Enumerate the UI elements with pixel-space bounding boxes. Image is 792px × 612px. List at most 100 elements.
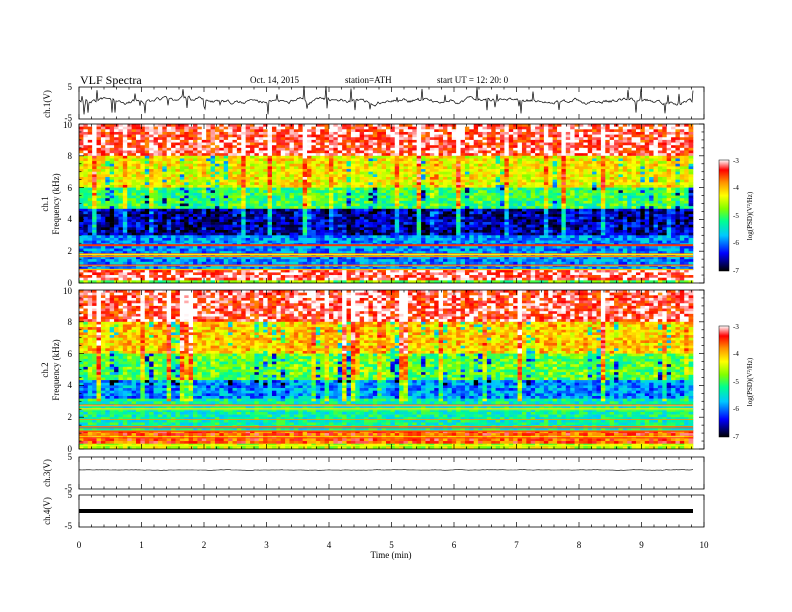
spectrogram-cell bbox=[403, 198, 409, 202]
spectrogram-cell bbox=[320, 129, 325, 133]
spectrogram-cell bbox=[258, 192, 264, 196]
spectrogram-cell bbox=[140, 275, 146, 278]
spectrogram-cell bbox=[280, 277, 286, 281]
spectrogram-cell bbox=[118, 192, 124, 196]
spectrogram-cell bbox=[114, 240, 119, 244]
spectrogram-cell bbox=[390, 190, 396, 194]
spectrogram-cell bbox=[232, 240, 238, 244]
spectrogram-cell bbox=[223, 131, 229, 135]
spectrogram-cell bbox=[228, 214, 233, 218]
spectrogram-cell bbox=[144, 211, 150, 215]
spectrogram-cell bbox=[263, 222, 268, 225]
spectrogram-cell bbox=[171, 134, 176, 138]
spectrogram-cell bbox=[122, 177, 128, 180]
spectrogram-cell bbox=[250, 161, 255, 165]
spectrogram-cell bbox=[342, 206, 347, 210]
spectrogram-cell bbox=[193, 230, 198, 233]
spectrogram-cell bbox=[258, 161, 264, 165]
spectrogram-cell bbox=[399, 245, 404, 249]
spectrogram-cell bbox=[140, 142, 146, 146]
spectrogram-cell bbox=[399, 272, 404, 276]
spectrogram-cell bbox=[438, 206, 444, 210]
spectrogram-cell bbox=[285, 237, 290, 241]
spectrogram-cell bbox=[228, 134, 233, 138]
spectrogram-cell bbox=[311, 206, 317, 210]
spectrogram-cell bbox=[210, 206, 216, 210]
spectrogram-cell bbox=[285, 219, 290, 223]
spectrogram-cell bbox=[302, 222, 308, 225]
spectrogram-cell bbox=[311, 269, 317, 273]
spectrogram-cell bbox=[429, 245, 435, 249]
spectrogram-cell bbox=[219, 230, 225, 233]
spectrogram-cell bbox=[271, 203, 277, 207]
spectrogram-cell bbox=[377, 206, 382, 210]
spectrogram-cell bbox=[403, 259, 409, 263]
spectrogram-cell bbox=[311, 280, 317, 284]
spectrogram-cell bbox=[118, 219, 124, 223]
spectrogram-cell bbox=[206, 224, 211, 228]
spectrogram-cell bbox=[254, 171, 260, 175]
spectrogram-cell bbox=[92, 269, 97, 273]
spectrogram-cell bbox=[188, 261, 194, 265]
spectrogram-cell bbox=[350, 153, 356, 157]
spectrogram-cell bbox=[201, 235, 207, 239]
spectrogram-cell bbox=[136, 195, 141, 199]
spectrogram-cell bbox=[188, 269, 194, 273]
spectrogram-cell bbox=[355, 208, 360, 212]
spectrogram-cell bbox=[307, 206, 312, 210]
spectrogram-cell bbox=[429, 124, 435, 127]
spectrogram-cell bbox=[166, 169, 172, 172]
spectrogram-cell bbox=[197, 126, 203, 130]
spectrogram-cell bbox=[346, 203, 352, 207]
spectrogram-cell bbox=[355, 195, 360, 199]
spectrogram-cell bbox=[258, 240, 264, 244]
spectrogram-cell bbox=[241, 214, 246, 218]
spectrogram-cell bbox=[184, 211, 189, 215]
spectrogram-cell bbox=[394, 261, 400, 265]
spectrogram-cell bbox=[114, 139, 119, 143]
spectrogram-cell bbox=[285, 275, 290, 278]
spectrogram-cell bbox=[416, 237, 422, 241]
spectrogram-cell bbox=[250, 216, 255, 220]
spectrogram-cell bbox=[118, 200, 124, 204]
spectrogram-cell bbox=[122, 153, 128, 157]
spectrogram-cell bbox=[311, 232, 317, 236]
spectrogram-cell bbox=[399, 134, 404, 138]
spectrogram-cell bbox=[377, 224, 382, 228]
spectrogram-cell bbox=[399, 198, 404, 202]
spectrogram-cell bbox=[324, 222, 330, 225]
spectrogram-cell bbox=[337, 177, 343, 180]
spectrogram-cell bbox=[412, 259, 417, 263]
spectrogram-cell bbox=[377, 230, 382, 233]
spectrogram-cell bbox=[193, 222, 198, 225]
spectrogram-cell bbox=[105, 227, 110, 231]
spectrogram-cell bbox=[333, 150, 339, 154]
spectrogram-cell bbox=[127, 256, 132, 260]
spectrogram-cell bbox=[241, 153, 246, 157]
spectrogram-cell bbox=[412, 158, 417, 162]
spectrogram-cell bbox=[153, 124, 159, 127]
spectrogram-cell bbox=[377, 235, 382, 239]
spectrogram-cell bbox=[298, 163, 303, 167]
spectrogram-cell bbox=[337, 166, 343, 170]
spectrogram-cell bbox=[315, 150, 321, 154]
spectrogram-cell bbox=[100, 216, 106, 220]
spectrogram-cell bbox=[328, 206, 334, 210]
spectrogram-cell bbox=[368, 275, 374, 278]
spectrogram-cell bbox=[109, 129, 115, 133]
spectrogram-cell bbox=[289, 142, 295, 146]
spectrogram-cell bbox=[280, 227, 286, 231]
spectrogram-cell bbox=[289, 256, 295, 260]
spectrogram-cell bbox=[197, 134, 203, 138]
spectrogram-cell bbox=[96, 277, 102, 281]
spectrogram-cell bbox=[131, 161, 137, 165]
spectrogram-cell bbox=[87, 155, 93, 159]
spectrogram-cell bbox=[302, 208, 308, 212]
spectrogram-cell bbox=[443, 129, 448, 133]
ch1-ytick-top: 5 bbox=[68, 82, 73, 92]
spectrogram-cell bbox=[105, 192, 110, 196]
spectrogram-cell bbox=[333, 269, 339, 273]
spectrogram-cell bbox=[263, 174, 268, 178]
spectrogram-cell bbox=[381, 142, 387, 146]
spectrogram-cell bbox=[285, 145, 290, 149]
